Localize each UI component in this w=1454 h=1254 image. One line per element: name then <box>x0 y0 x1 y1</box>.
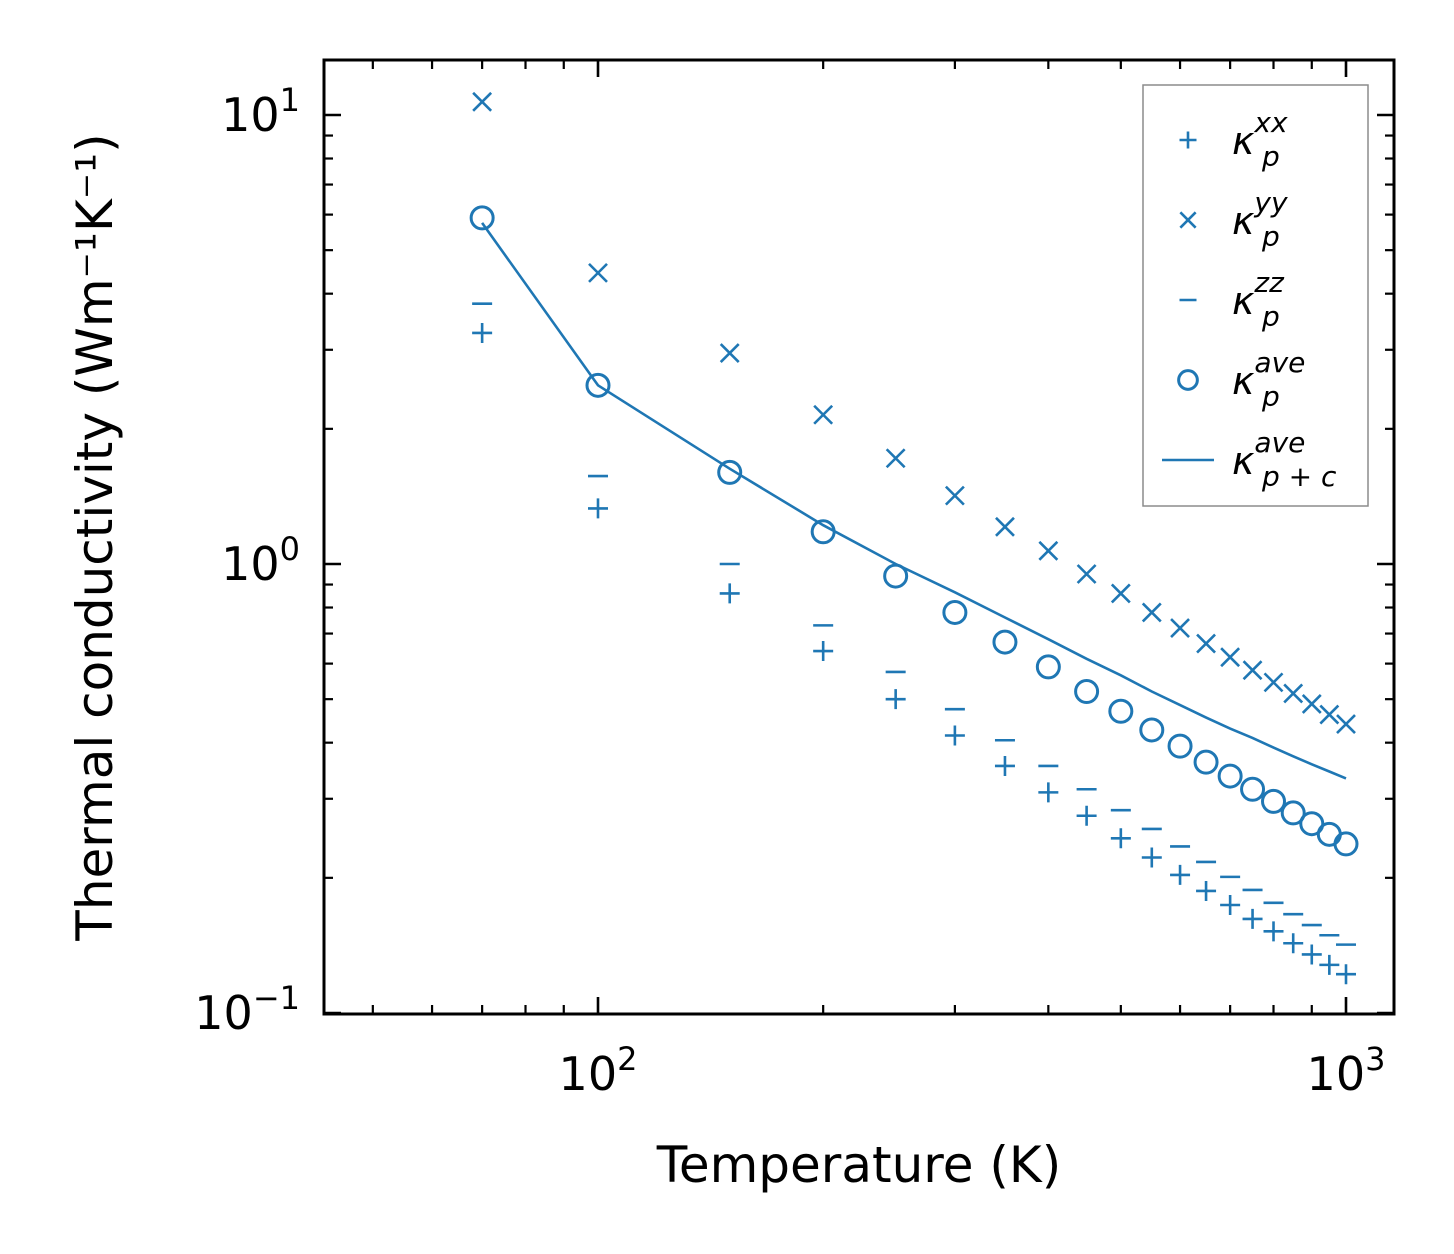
legend-label: κave <box>1232 426 1305 483</box>
marker-circle <box>1240 776 1266 802</box>
marker-circle <box>585 372 611 398</box>
marker-circle <box>1139 717 1165 743</box>
y-tick-label: 10−1 <box>194 979 300 1040</box>
marker-plus <box>1196 880 1217 901</box>
marker-circle <box>1280 800 1306 826</box>
marker-x <box>1283 683 1304 704</box>
marker-x <box>1301 693 1322 714</box>
tick-labels: 102 103 10−1 100 101 <box>194 81 1385 1101</box>
series-x <box>472 91 1356 735</box>
marker-circle <box>1333 831 1359 857</box>
marker-circle <box>1177 369 1199 391</box>
marker-x <box>995 516 1015 537</box>
marker-circle <box>1035 654 1061 680</box>
marker-plus <box>944 725 965 746</box>
marker-plus <box>1076 805 1097 826</box>
legend-subscript: p <box>1261 380 1280 413</box>
y-tick-label: 100 <box>221 530 300 591</box>
y-tick-label: 101 <box>221 81 300 142</box>
plot-frame <box>322 58 1396 1016</box>
marker-plus <box>1283 933 1304 954</box>
marker-circle <box>1074 679 1100 705</box>
series-plus <box>472 322 1356 985</box>
marker-plus <box>588 498 608 519</box>
marker-circle <box>1193 749 1219 775</box>
marker-circle <box>1108 698 1134 724</box>
marker-circle <box>1167 733 1193 759</box>
marker-circle <box>1261 788 1287 814</box>
y-axis-label: Thermal conductivity (Wm⁻¹K⁻¹) <box>66 133 124 941</box>
marker-plus <box>813 641 834 662</box>
legend-label: κave <box>1232 346 1305 403</box>
marker-x <box>472 91 493 112</box>
legend-subscript: p + c <box>1261 460 1337 493</box>
marker-x <box>813 404 834 425</box>
marker-plus <box>994 755 1015 776</box>
marker-x <box>1179 211 1197 229</box>
marker-plus <box>1141 847 1162 868</box>
marker-x <box>1336 714 1356 735</box>
marker-circle <box>469 205 495 231</box>
series-layer <box>469 91 1359 985</box>
marker-plus <box>719 583 740 604</box>
marker-circle <box>992 629 1018 655</box>
marker-circle <box>717 459 743 485</box>
series-hline <box>472 302 1356 946</box>
legend-box <box>1142 84 1369 507</box>
marker-plus <box>1336 964 1356 985</box>
series-line <box>481 222 1347 780</box>
legend-label: κzz <box>1232 266 1285 323</box>
marker-x <box>1196 633 1216 654</box>
legend-label: κyy <box>1232 186 1288 243</box>
marker-x <box>1319 704 1340 725</box>
marker-plus <box>1170 864 1191 885</box>
x-tick-label: 102 <box>559 1040 638 1101</box>
marker-x <box>588 262 608 283</box>
marker-circle <box>1217 763 1243 789</box>
legend-subscript: p <box>1261 300 1280 333</box>
x-axis-label: Temperature (K) <box>656 1136 1061 1194</box>
x-tick-label: 103 <box>1307 1040 1386 1101</box>
marker-circle <box>1316 821 1342 847</box>
marker-plus <box>472 322 493 343</box>
marker-x <box>885 448 906 469</box>
marker-plus <box>1301 944 1322 965</box>
marker-plus <box>1319 954 1340 975</box>
marker-x <box>1220 647 1241 668</box>
marker-circle <box>942 599 968 625</box>
marker-plus <box>1179 131 1197 149</box>
marker-x <box>1038 540 1059 561</box>
marker-plus <box>1263 921 1284 942</box>
legend-subscript: p <box>1261 220 1280 253</box>
marker-plus <box>1110 828 1131 849</box>
marker-plus <box>1242 908 1263 929</box>
legend-subscript: p <box>1261 140 1280 173</box>
series-line <box>481 222 1347 780</box>
legend-label: κxx <box>1232 106 1288 163</box>
marker-plus <box>1220 894 1241 915</box>
series-circle <box>469 205 1359 857</box>
marker-x <box>1110 583 1131 604</box>
marker-x <box>1242 660 1263 681</box>
marker-x <box>1141 602 1162 623</box>
marker-plus <box>1038 782 1059 803</box>
marker-x <box>719 343 740 363</box>
marker-x <box>944 485 965 506</box>
marker-plus <box>885 689 906 710</box>
marker-x <box>1076 564 1097 584</box>
marker-x <box>1263 672 1284 693</box>
marker-x <box>1170 618 1190 638</box>
